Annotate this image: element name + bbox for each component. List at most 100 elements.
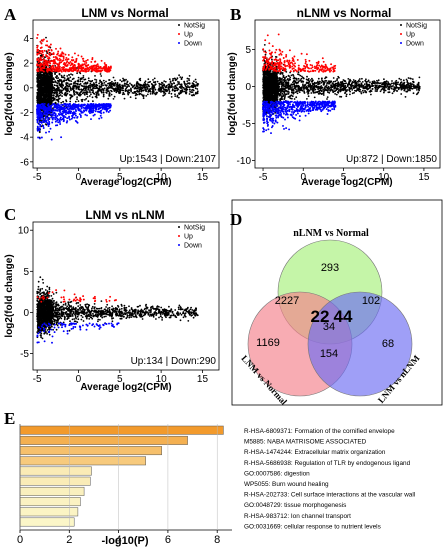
point-notsig — [196, 90, 199, 93]
point-notsig — [68, 85, 71, 87]
point-notsig — [86, 95, 89, 98]
point-notsig — [154, 93, 157, 96]
point-notsig — [196, 88, 199, 90]
point-notsig — [57, 99, 60, 102]
point-down — [99, 110, 102, 113]
point-notsig — [57, 98, 60, 100]
point-notsig — [170, 85, 173, 88]
point-down — [51, 114, 54, 117]
point-notsig — [67, 78, 69, 80]
point-notsig — [76, 80, 79, 82]
point-up — [42, 70, 45, 73]
point-notsig — [44, 123, 47, 125]
point-notsig — [58, 83, 61, 86]
point-down — [49, 113, 52, 116]
point-up — [62, 66, 65, 69]
point-notsig — [70, 95, 73, 98]
point-notsig — [85, 93, 88, 95]
point-up — [103, 68, 106, 70]
point-notsig — [181, 89, 184, 92]
point-notsig — [137, 86, 140, 88]
point-up — [37, 49, 40, 51]
point-notsig — [191, 82, 194, 84]
point-notsig — [185, 88, 188, 90]
point-down — [41, 103, 44, 106]
point-notsig — [115, 91, 118, 94]
point-down — [83, 110, 86, 113]
point-notsig — [81, 100, 83, 103]
point-notsig — [49, 87, 52, 90]
point-notsig — [115, 85, 118, 87]
point-up — [77, 63, 80, 66]
point-notsig — [84, 81, 87, 84]
point-notsig — [67, 89, 70, 91]
point-up — [60, 70, 63, 73]
point-notsig — [78, 83, 81, 86]
point-notsig — [416, 89, 418, 91]
point-notsig — [97, 89, 100, 92]
point-notsig — [100, 85, 103, 88]
point-notsig — [390, 87, 393, 90]
point-notsig — [85, 88, 87, 91]
point-up — [74, 61, 76, 63]
point-up — [64, 53, 67, 56]
point-notsig — [108, 86, 110, 88]
point-notsig — [174, 93, 176, 96]
point-notsig — [139, 77, 142, 80]
point-up — [66, 58, 69, 61]
point-down — [65, 105, 68, 108]
point-notsig — [44, 91, 46, 93]
point-notsig — [76, 91, 79, 94]
point-down — [57, 108, 60, 111]
point-down — [99, 114, 102, 117]
point-down — [61, 114, 64, 117]
point-notsig — [165, 88, 168, 91]
x-tick-label: -5 — [33, 172, 42, 183]
point-notsig — [43, 93, 45, 96]
point-up — [40, 42, 43, 45]
point-notsig — [66, 75, 69, 77]
point-notsig — [122, 79, 125, 82]
point-notsig — [95, 96, 98, 99]
point-notsig — [176, 95, 179, 98]
point-notsig — [146, 88, 149, 90]
point-notsig — [47, 91, 50, 93]
point-notsig — [123, 85, 125, 87]
point-notsig — [84, 89, 86, 92]
point-notsig — [100, 84, 103, 86]
point-notsig — [89, 87, 92, 89]
point-up — [49, 54, 52, 57]
point-notsig — [57, 77, 60, 79]
point-notsig — [70, 73, 72, 75]
point-notsig — [88, 79, 90, 82]
point-notsig — [74, 80, 77, 83]
point-down — [47, 125, 50, 128]
point-notsig — [124, 89, 127, 92]
point-down — [43, 102, 46, 105]
point-notsig — [60, 101, 63, 104]
point-up — [94, 70, 97, 73]
point-down — [71, 115, 74, 118]
point-up — [81, 63, 84, 66]
point-up — [96, 70, 99, 72]
point-notsig — [112, 88, 115, 91]
point-up — [83, 63, 86, 66]
point-notsig — [168, 89, 171, 91]
point-notsig — [54, 89, 56, 92]
y-tick-label: -2 — [20, 108, 29, 119]
point-notsig — [156, 80, 159, 83]
point-down — [97, 110, 100, 113]
point-notsig — [163, 80, 166, 82]
point-down — [40, 114, 43, 117]
point-notsig — [137, 87, 139, 90]
point-notsig — [179, 85, 182, 88]
point-notsig — [75, 82, 78, 85]
point-up — [66, 60, 69, 63]
point-notsig — [55, 84, 58, 87]
point-notsig — [171, 88, 174, 90]
point-up — [60, 61, 63, 64]
point-up — [46, 70, 49, 73]
point-notsig — [196, 92, 199, 95]
point-notsig — [87, 88, 90, 91]
point-notsig — [62, 88, 65, 91]
